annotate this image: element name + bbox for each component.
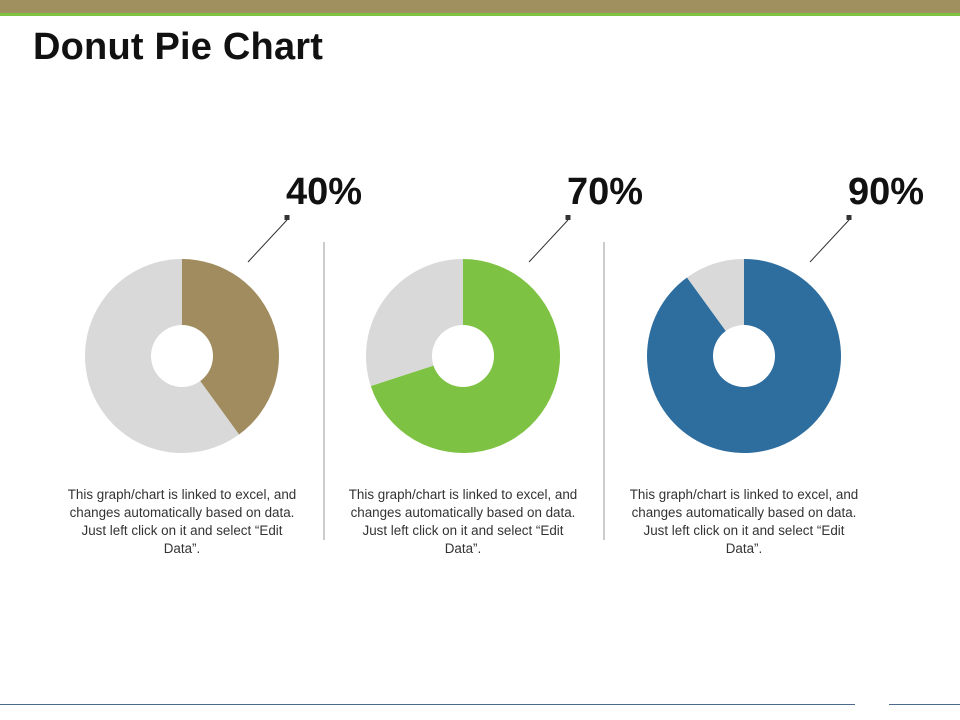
- donut-1-hole: [151, 325, 213, 387]
- donut-3-leader-line: [809, 219, 850, 263]
- donut-2-caption: This graph/chart is linked to excel, and…: [348, 487, 578, 556]
- donut-3-caption: This graph/chart is linked to excel, and…: [629, 487, 859, 556]
- donut-2-leader-marker: [565, 215, 571, 220]
- donut-1-leader-marker: [284, 215, 290, 220]
- footer-line: [0, 704, 855, 705]
- donut-2-leader-line: [528, 219, 569, 263]
- donut-3-percentage: 90%: [847, 171, 925, 213]
- footer-line-right: [889, 704, 960, 705]
- top-banner-bar: [0, 0, 960, 13]
- donut-1-percentage: 40%: [285, 171, 363, 213]
- donut-3-hole: [713, 325, 775, 387]
- donut-2-percentage: 70%: [566, 171, 644, 213]
- donut-2-hole: [432, 325, 494, 387]
- donut-1-caption: This graph/chart is linked to excel, and…: [67, 487, 297, 556]
- page-title: Donut Pie Chart: [33, 26, 324, 68]
- donut-3-leader-marker: [846, 215, 852, 220]
- donut-1-slice-value: [182, 259, 279, 435]
- donut-1-leader-line: [247, 219, 288, 263]
- top-accent-line: [0, 13, 960, 16]
